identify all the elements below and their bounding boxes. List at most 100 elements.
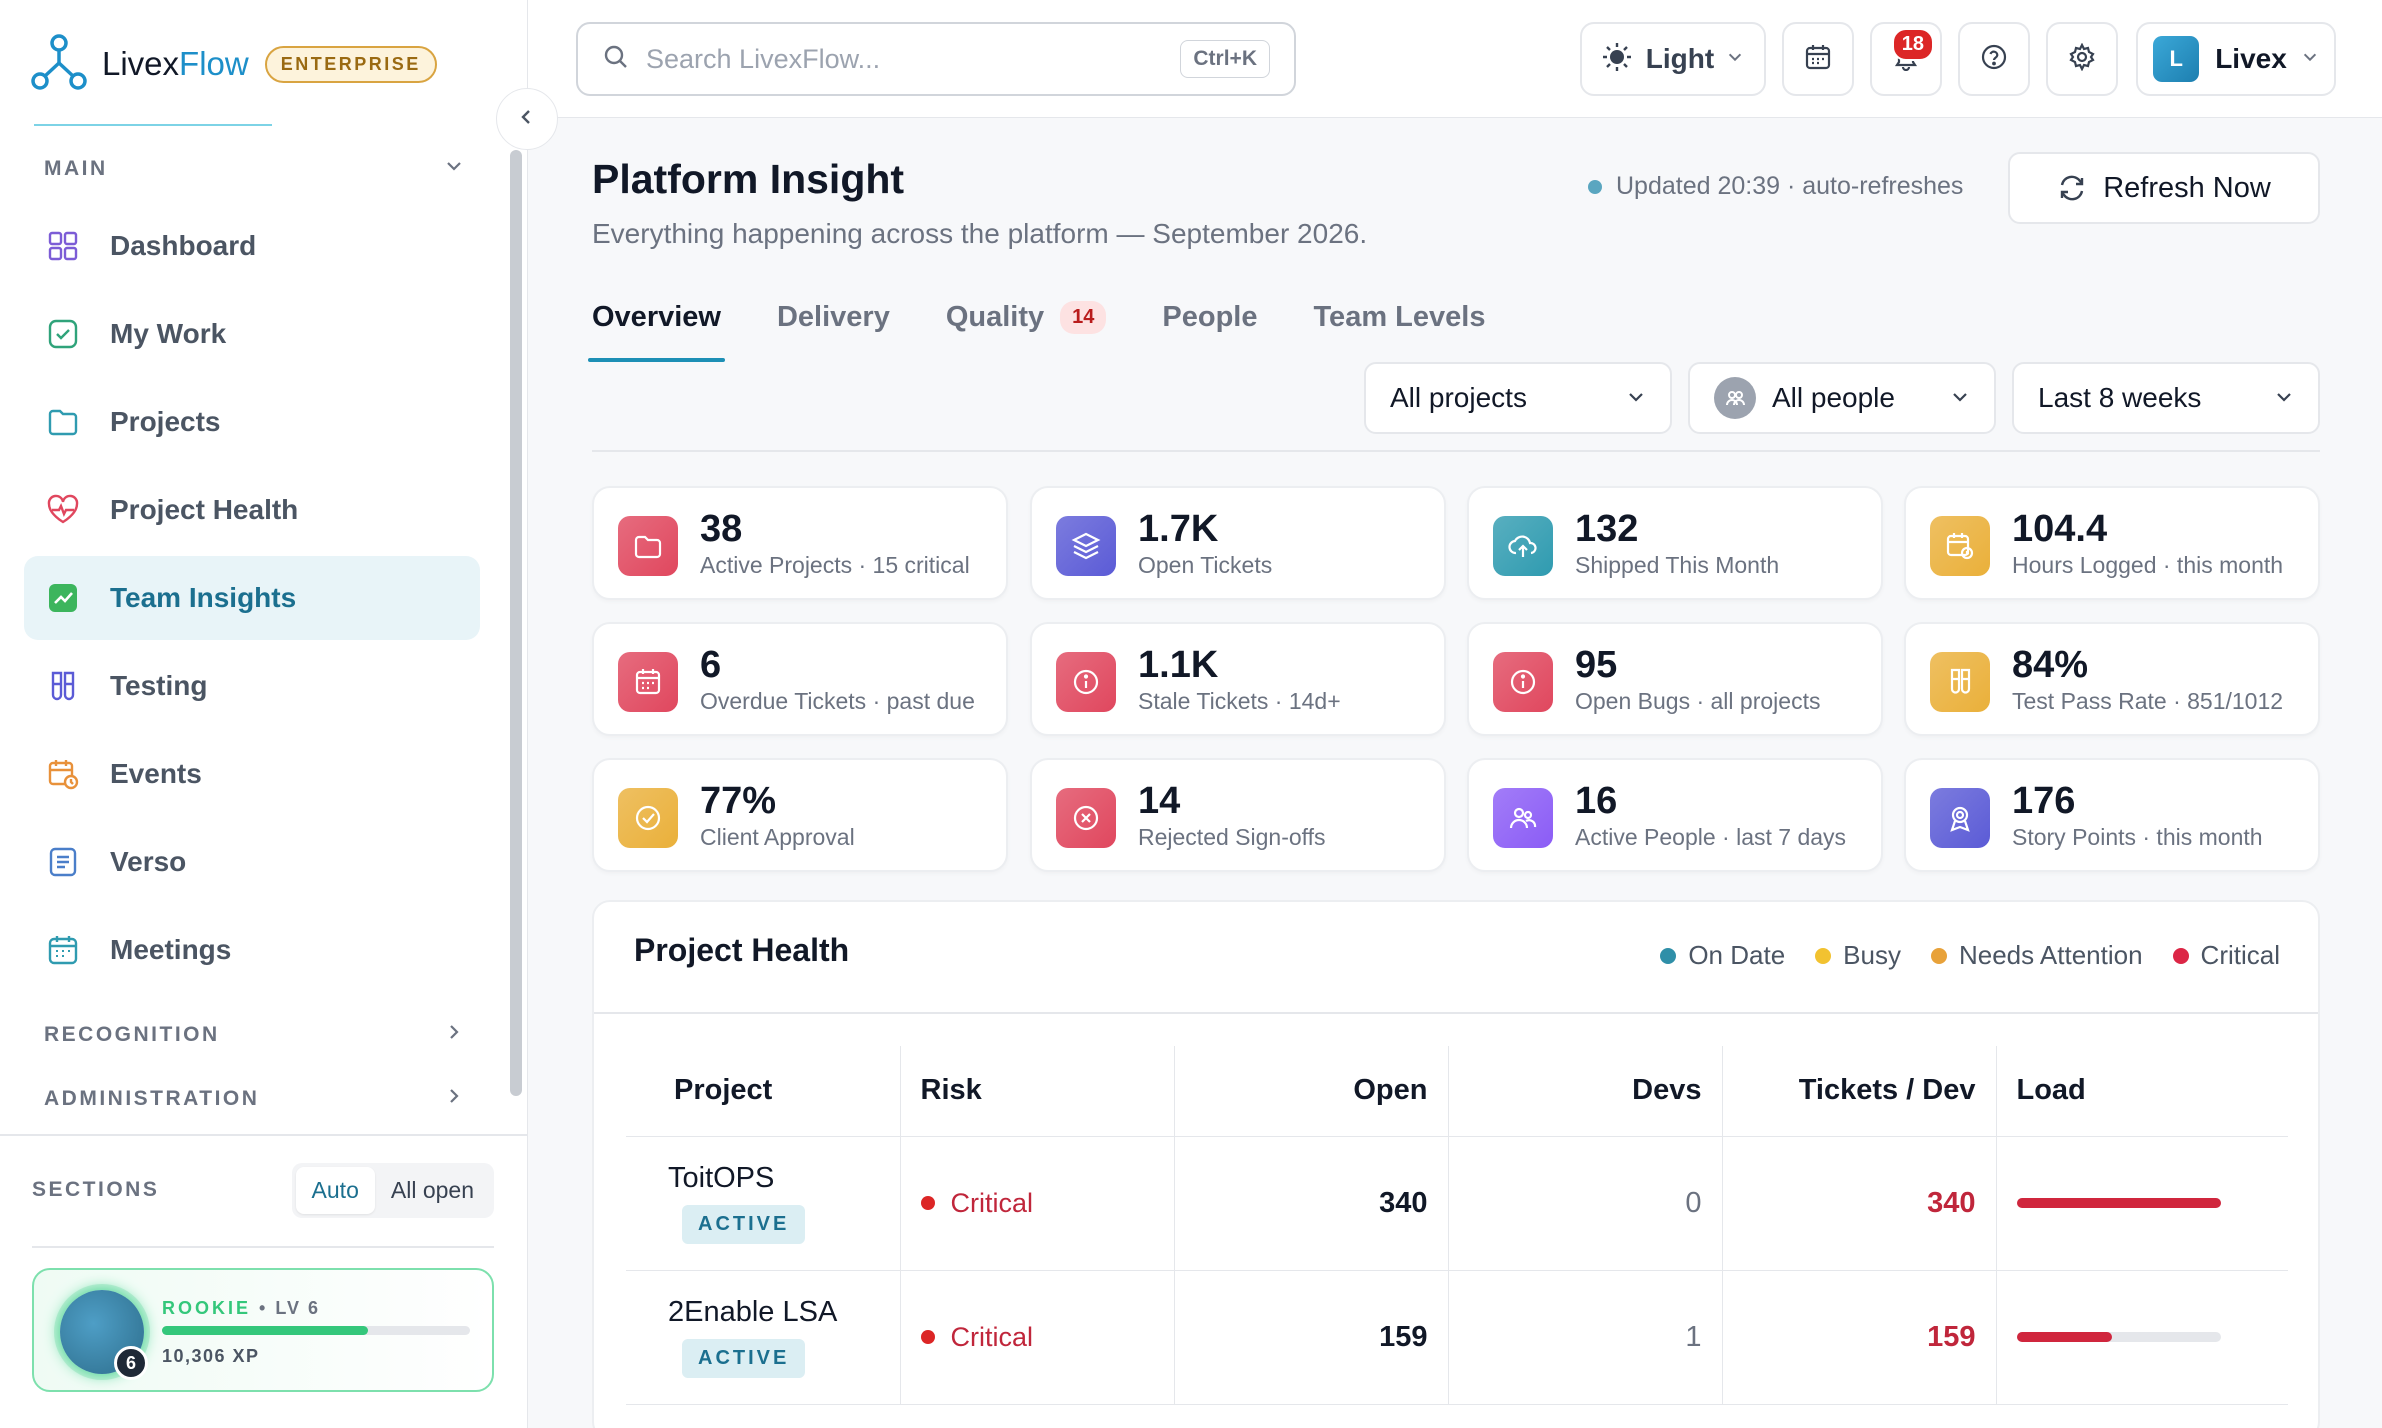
sections-all-open-option[interactable]: All open: [390, 1176, 474, 1203]
award-icon: [1930, 788, 1990, 848]
sidebar-item-project-health[interactable]: Project Health: [24, 468, 480, 552]
kpi-card[interactable]: 14 Rejected Sign-offs: [1030, 758, 1446, 872]
tab-people[interactable]: People: [1162, 300, 1258, 333]
sidebar-item-testing[interactable]: Testing: [24, 644, 480, 728]
sidebar-scrollbar[interactable]: [510, 150, 522, 1096]
tickets-per-dev-cell: 340: [1722, 1136, 1997, 1271]
tab-quality[interactable]: Quality 14: [946, 292, 1107, 342]
kpi-card[interactable]: 16 Active People · last 7 days: [1467, 758, 1883, 872]
sections-auto-option[interactable]: Auto: [295, 1166, 375, 1214]
divider: [594, 1012, 2318, 1014]
help-button[interactable]: [1958, 22, 2030, 96]
date-range-select[interactable]: Last 8 weeks: [2012, 362, 2320, 434]
legend: On Date Busy Needs Attention Critical: [1630, 940, 2280, 971]
column-header-tickets-per-dev[interactable]: Tickets / Dev: [1722, 1046, 1997, 1137]
kpi-card[interactable]: 95 Open Bugs · all projects: [1467, 622, 1883, 736]
risk-dot: [920, 1330, 935, 1344]
calendar-button[interactable]: [1782, 22, 1854, 96]
divider: [34, 124, 272, 126]
open-cell: 159: [1174, 1270, 1449, 1405]
legend-dot: [1815, 947, 1832, 964]
x-circle-icon: [1056, 788, 1116, 848]
section-administration-toggle[interactable]: ADMINISTRATION: [44, 1086, 464, 1112]
kpi-value: 38: [700, 508, 743, 550]
kpi-card[interactable]: 132 Shipped This Month: [1467, 486, 1883, 600]
refresh-now-button[interactable]: Refresh Now: [2008, 152, 2320, 224]
risk-label: Critical: [950, 1187, 1034, 1218]
collapse-sidebar-button[interactable]: [496, 88, 558, 150]
card-title: Project Health: [634, 932, 850, 968]
notifications-button[interactable]: 18: [1870, 22, 1942, 96]
tab-team-levels[interactable]: Team Levels: [1313, 300, 1486, 333]
tabs: Overview Delivery Quality 14 People Team …: [588, 292, 1541, 364]
test-tubes-icon: [46, 669, 80, 703]
topbar: Ctrl+K Light 18 L Livex: [528, 0, 2382, 118]
kpi-card[interactable]: 77% Client Approval: [592, 758, 1008, 872]
section-recognition-toggle[interactable]: RECOGNITION: [44, 1022, 464, 1048]
sidebar-item-label: My Work: [110, 318, 227, 349]
column-header-project[interactable]: Project: [626, 1046, 901, 1137]
table-header-row: Project Risk Open Devs Tickets / Dev Loa…: [626, 1046, 2288, 1137]
table-row[interactable]: 2Enable LSA ACTIVE Critical 159 1 159: [626, 1270, 2288, 1405]
brand-logo[interactable]: LivexFlow ENTERPRISE: [30, 33, 437, 94]
sidebar-item-my-work[interactable]: My Work: [24, 292, 480, 376]
search-box[interactable]: Ctrl+K: [576, 22, 1296, 96]
kpi-value: 104.4: [2012, 508, 2108, 550]
people-filter-select[interactable]: All people: [1688, 362, 1996, 434]
tab-count-badge: 14: [1060, 300, 1107, 334]
kpi-card[interactable]: 104.4 Hours Logged · this month: [1904, 486, 2320, 600]
kpi-label: Active People · last 7 days: [1575, 824, 1847, 850]
document-icon: [46, 845, 80, 879]
xp-rank: ROOKIE • LV 6: [162, 1298, 321, 1318]
kpi-card[interactable]: 38 Active Projects · 15 critical: [592, 486, 1008, 600]
kpi-value: 16: [1575, 780, 1618, 822]
check-circle-icon: [618, 788, 678, 848]
column-header-open[interactable]: Open: [1174, 1046, 1449, 1137]
search-input[interactable]: [646, 43, 1146, 75]
sidebar: LivexFlow ENTERPRISE MAIN Dashboard My W…: [0, 0, 528, 1428]
sidebar-item-verso[interactable]: Verso: [24, 820, 480, 904]
project-name[interactable]: ToitOPS: [668, 1162, 775, 1194]
kpi-value: 14: [1138, 780, 1181, 822]
kpi-label: Stale Tickets · 14d+: [1138, 688, 1341, 714]
sidebar-item-team-insights[interactable]: Team Insights: [24, 556, 480, 640]
kpi-card[interactable]: 176 Story Points · this month: [1904, 758, 2320, 872]
divider: [592, 450, 2320, 452]
tab-overview[interactable]: Overview: [588, 292, 725, 362]
sidebar-item-events[interactable]: Events: [24, 732, 480, 816]
column-header-risk[interactable]: Risk: [900, 1046, 1175, 1137]
theme-toggle-button[interactable]: Light: [1580, 22, 1766, 96]
kpi-label: Test Pass Rate · 851/1012: [2012, 688, 2284, 714]
sidebar-item-projects[interactable]: Projects: [24, 380, 480, 464]
kpi-card[interactable]: 84% Test Pass Rate · 851/1012: [1904, 622, 2320, 736]
kpi-card[interactable]: 1.7K Open Tickets: [1030, 486, 1446, 600]
column-header-devs[interactable]: Devs: [1448, 1046, 1723, 1137]
sidebar-item-dashboard[interactable]: Dashboard: [24, 204, 480, 288]
xp-progress-card[interactable]: 6 ROOKIE • LV 6 10,306 XP: [32, 1268, 494, 1392]
kpi-value: 1.1K: [1138, 644, 1219, 686]
kpi-label: Client Approval: [700, 824, 855, 850]
chevron-left-icon: [517, 107, 537, 132]
heart-pulse-icon: [46, 493, 80, 527]
section-main-toggle[interactable]: MAIN: [44, 156, 464, 182]
table-row[interactable]: ToitOPS ACTIVE Critical 340 0 340: [626, 1136, 2288, 1271]
folder-icon: [618, 516, 678, 576]
sidebar-item-label: Verso: [110, 846, 187, 877]
sidebar-item-meetings[interactable]: Meetings: [24, 908, 480, 992]
column-header-load[interactable]: Load: [1996, 1046, 2288, 1137]
projects-filter-select[interactable]: All projects: [1364, 362, 1672, 434]
project-name[interactable]: 2Enable LSA: [668, 1296, 838, 1328]
settings-button[interactable]: [2046, 22, 2118, 96]
user-menu-button[interactable]: L Livex: [2136, 22, 2336, 96]
kpi-card[interactable]: 1.1K Stale Tickets · 14d+: [1030, 622, 1446, 736]
tab-delivery[interactable]: Delivery: [776, 300, 890, 333]
kpi-label: Shipped This Month: [1575, 552, 1780, 578]
load-cell: [1996, 1136, 2288, 1271]
user-name: Livex: [2215, 43, 2287, 74]
help-icon: [1980, 43, 2008, 76]
project-health-card: Project Health On Date Busy Needs Attent…: [592, 900, 2320, 1428]
search-icon: [602, 43, 630, 76]
sidebar-item-label: Testing: [110, 670, 208, 701]
legend-dot: [1660, 947, 1677, 964]
kpi-card[interactable]: 6 Overdue Tickets · past due: [592, 622, 1008, 736]
